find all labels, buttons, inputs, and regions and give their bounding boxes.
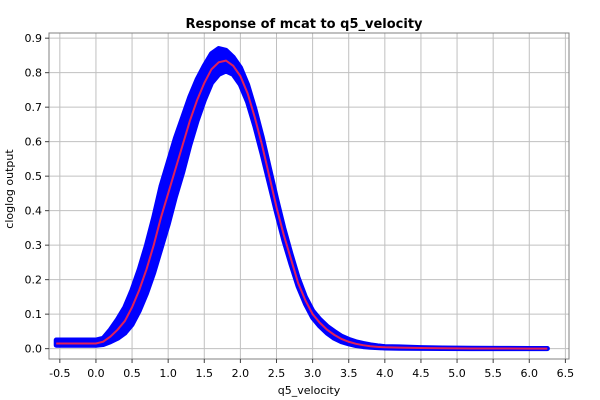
y-tick-label: 0.9: [25, 32, 43, 45]
x-axis-label: q5_velocity: [278, 384, 341, 397]
x-tick-label: 1.5: [196, 367, 214, 380]
x-tick-label: 5.0: [448, 367, 466, 380]
y-tick-label: 0.3: [25, 239, 43, 252]
y-tick-label: 0.6: [25, 136, 43, 149]
chart-title: Response of mcat to q5_velocity: [185, 17, 423, 32]
mean-line: [56, 59, 548, 350]
plot-frame: [48, 32, 570, 360]
y-tick-label: 0.1: [25, 308, 43, 321]
x-tick-label: 2.0: [232, 367, 250, 380]
confidence-band: [53, 46, 550, 352]
x-tick-label: 6.0: [521, 367, 539, 380]
x-tick-label: 3.0: [304, 367, 322, 380]
x-axis-ticks: -0.5 0.0 0.5 1.0 1.5 2.0 2.5 3.0 3.5 4.0 4.5 5.0 5.5…: [49, 359, 574, 380]
x-tick-label: 0.0: [87, 367, 105, 380]
x-tick-label: 4.0: [376, 367, 394, 380]
y-tick-label: 0.5: [25, 170, 43, 183]
band-area: [53, 46, 550, 352]
x-tick-label: 5.5: [484, 367, 502, 380]
y-axis-ticks: 0.0 0.1 0.2 0.3 0.4 0.5 0.6 0.7 0.8 0.9: [25, 32, 49, 356]
y-tick-label: 0.2: [25, 274, 43, 287]
x-tick-label: 6.5: [557, 367, 575, 380]
y-tick-label: 0.8: [25, 67, 43, 80]
mean-line-layer: [56, 59, 548, 350]
x-tick-label: 0.5: [123, 367, 141, 380]
y-tick-label: 0.4: [25, 205, 43, 218]
x-tick-label: 3.5: [340, 367, 358, 380]
x-tick-label: -0.5: [49, 367, 70, 380]
y-tick-label: 0.7: [25, 101, 43, 114]
x-tick-label: 1.0: [159, 367, 177, 380]
x-tick-label: 2.5: [268, 367, 286, 380]
y-tick-label: 0.0: [25, 343, 43, 356]
x-tick-label: 4.5: [412, 367, 430, 380]
y-axis-label: cloglog output: [3, 149, 16, 229]
